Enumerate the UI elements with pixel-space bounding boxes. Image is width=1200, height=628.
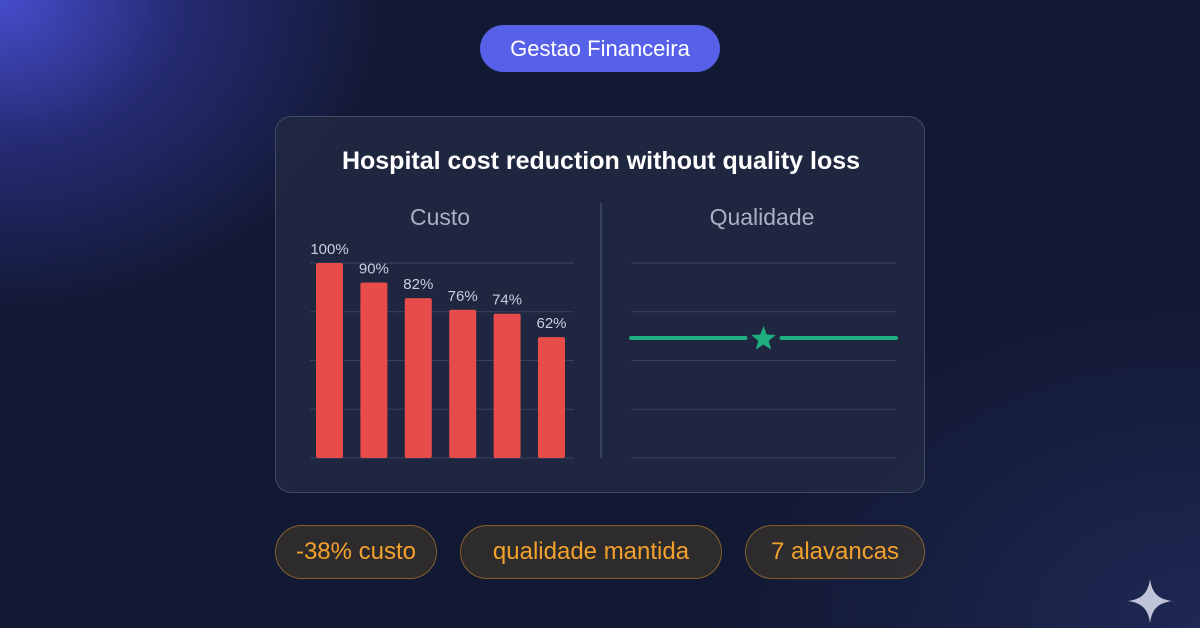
- cost-chart-title: Custo: [410, 204, 470, 230]
- star-icon: [751, 326, 776, 350]
- cost-bar: [493, 313, 521, 458]
- cost-bar: [360, 282, 388, 458]
- cost-grid: [310, 262, 574, 459]
- cost-bars: [316, 263, 565, 458]
- cost-data-label: 100%: [310, 241, 348, 258]
- cost-bar: [316, 263, 343, 458]
- cost-bar: [404, 298, 432, 458]
- cost-data-label: 74%: [492, 292, 522, 309]
- levers-badge: 7 alavancas: [745, 525, 925, 579]
- category-pill: Gestao Financeira: [480, 25, 720, 72]
- chart-card: Hospital cost reduction without quality …: [275, 116, 925, 493]
- quality-badge: qualidade mantida: [460, 525, 722, 579]
- cost-data-labels: 100% 90% 82% 76% 74% 62%: [310, 241, 566, 332]
- card-title: Hospital cost reduction without quality …: [341, 147, 861, 175]
- cost-data-label: 90%: [359, 261, 389, 278]
- quality-line-group: [629, 326, 898, 350]
- cost-data-label: 82%: [403, 276, 433, 293]
- charts-svg: Custo Qualidade 100% 90% 82% 76% 74% 62%: [310, 203, 898, 459]
- sparkle-icon: [1128, 579, 1172, 623]
- cost-data-label: 62%: [536, 315, 566, 332]
- cost-data-label: 76%: [448, 288, 478, 305]
- quality-grid: [631, 262, 896, 459]
- stat-badges: -38% custo qualidade mantida 7 alavancas: [275, 525, 925, 579]
- cost-badge: -38% custo: [275, 525, 437, 579]
- cost-bar: [538, 337, 565, 458]
- cost-bar: [449, 309, 477, 458]
- quality-chart-title: Qualidade: [710, 204, 815, 230]
